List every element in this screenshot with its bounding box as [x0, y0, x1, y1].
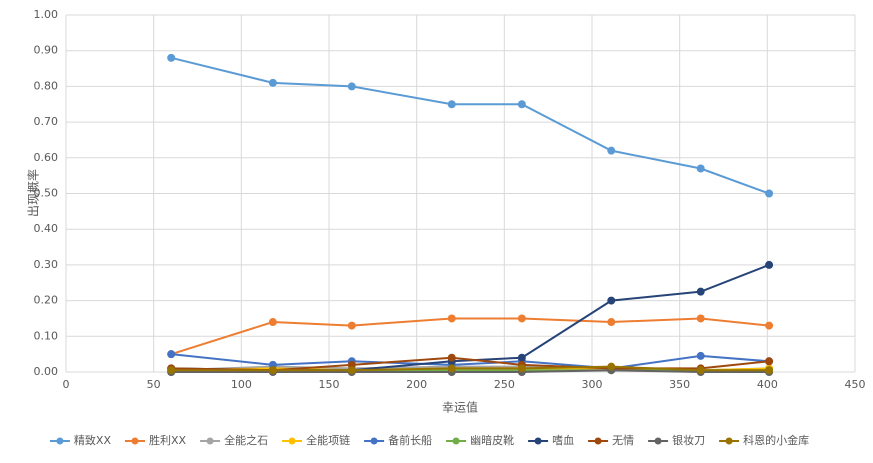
legend-marker: [56, 437, 64, 445]
legend-marker: [206, 437, 214, 445]
legend-label: 银妆刀: [672, 433, 705, 447]
data-point: [765, 366, 774, 375]
data-point: [517, 100, 526, 109]
x-tick-label: 50: [147, 378, 161, 391]
y-tick-label: 1.00: [34, 8, 59, 21]
x-tick-label: 100: [231, 378, 252, 391]
data-point: [607, 146, 616, 155]
data-point: [268, 366, 277, 375]
x-tick-label: 400: [757, 378, 778, 391]
x-tick-label: 350: [669, 378, 690, 391]
legend-marker: [288, 437, 296, 445]
data-point: [696, 366, 705, 375]
data-point: [607, 318, 616, 327]
data-point: [696, 314, 705, 323]
legend-marker: [131, 437, 139, 445]
legend: 精致XX 胜利XX 全能之石 全能项链 备前长船 幽暗皮靴 嗜血 无情 银妆刀 科恩的小金库: [49, 433, 809, 447]
series-line: [171, 369, 770, 373]
legend-label: 幽暗皮靴: [470, 433, 514, 447]
legend-label: 备前长船: [388, 433, 432, 447]
legend-marker: [370, 437, 378, 445]
legend-label: 精致XX: [74, 433, 112, 447]
legend-marker: [534, 437, 542, 445]
data-point: [447, 364, 456, 373]
legend-label: 全能之石: [224, 433, 268, 447]
data-point: [696, 351, 705, 360]
data-point: [447, 353, 456, 362]
data-point: [765, 189, 774, 198]
x-tick-label: 450: [845, 378, 866, 391]
y-tick-label: 0.30: [34, 258, 59, 271]
data-point: [347, 82, 356, 91]
y-tick-label: 0.50: [34, 187, 59, 200]
x-tick-label: 150: [319, 378, 340, 391]
legend-label: 无情: [612, 434, 634, 447]
y-axis-label: 出现概率: [26, 169, 41, 217]
data-point: [167, 350, 176, 359]
data-point: [696, 287, 705, 296]
data-point: [696, 164, 705, 173]
legend-marker: [725, 437, 733, 445]
x-tick-label: 0: [63, 378, 70, 391]
data-point: [347, 366, 356, 375]
data-point: [517, 314, 526, 323]
data-point: [268, 78, 277, 87]
legend-marker: [594, 437, 602, 445]
series-line: [171, 353, 770, 370]
data-point: [268, 318, 277, 327]
series-line: [170, 317, 770, 356]
legend-label: 胜利XX: [149, 433, 187, 447]
data-point: [517, 364, 526, 373]
x-axis-label: 幸运值: [442, 400, 478, 415]
data-point: [517, 353, 526, 362]
y-tick-label: 0.90: [34, 44, 59, 57]
legend-label: 全能项链: [306, 433, 350, 447]
legend-label: 嗜血: [552, 433, 574, 447]
series-line: [170, 56, 770, 195]
data-point: [765, 357, 774, 366]
data-point: [607, 296, 616, 305]
y-tick-label: 0.60: [34, 151, 59, 164]
data-point: [607, 362, 616, 371]
data-point: [167, 366, 176, 375]
data-point: [447, 100, 456, 109]
data-point: [765, 321, 774, 330]
legend-marker: [654, 437, 662, 445]
legend-label: 科恩的小金库: [743, 433, 809, 447]
y-tick-label: 0.70: [34, 115, 59, 128]
y-tick-label: 0.20: [34, 294, 59, 307]
y-tick-label: 0.10: [34, 329, 59, 342]
x-tick-label: 300: [582, 378, 603, 391]
y-tick-label: 0.80: [34, 79, 59, 92]
data-point: [167, 53, 176, 62]
series-line: [171, 365, 770, 372]
x-tick-label: 250: [494, 378, 515, 391]
y-tick-label: 0.00: [34, 365, 59, 378]
legend-marker: [452, 437, 460, 445]
x-tick-label: 200: [406, 378, 427, 391]
y-tick-label: 0.40: [34, 222, 59, 235]
data-point: [447, 314, 456, 323]
data-point: [765, 260, 774, 269]
data-point: [347, 321, 356, 330]
